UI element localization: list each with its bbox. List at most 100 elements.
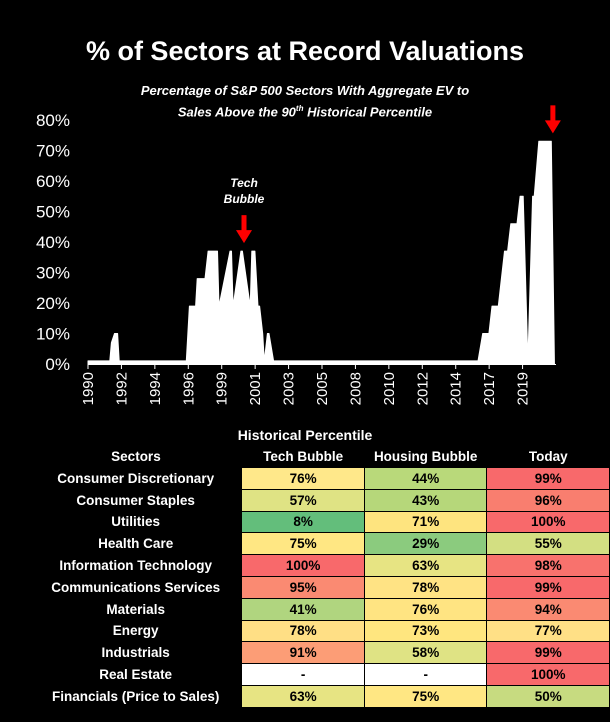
column-header-today: Today bbox=[528, 449, 568, 464]
x-tick-label: 2008 bbox=[347, 372, 364, 405]
housing-bubble-cell: 43% bbox=[363, 488, 488, 512]
today-cell: 100% bbox=[486, 663, 610, 686]
x-tick-label: 2005 bbox=[314, 372, 331, 405]
y-tick-label: 40% bbox=[36, 233, 70, 252]
tech-bubble-cell: 100% bbox=[241, 554, 365, 577]
tech-bubble-cell: 78% bbox=[241, 619, 365, 643]
sector-name: Utilities bbox=[111, 514, 161, 530]
y-tick-label: 0% bbox=[45, 355, 70, 374]
table-row: Communications Services 95% 78% 99% bbox=[30, 575, 610, 599]
sector-name: Real Estate bbox=[99, 667, 173, 683]
housing-bubble-cell: 63% bbox=[363, 554, 488, 577]
y-tick-label: 60% bbox=[36, 172, 70, 191]
area-series bbox=[87, 140, 555, 365]
x-tick-label: 2017 bbox=[481, 372, 498, 405]
table-header-row: Sectors Tech Bubble Housing Bubble Today bbox=[30, 446, 610, 468]
tech-bubble-cell: 41% bbox=[241, 597, 365, 621]
table-row: Financials (Price to Sales) 63% 75% 50% bbox=[30, 684, 610, 708]
y-tick-label: 30% bbox=[36, 264, 70, 283]
tech-bubble-cell: 75% bbox=[241, 532, 365, 556]
tech-bubble-cell: - bbox=[241, 663, 365, 686]
housing-bubble-cell: 76% bbox=[363, 597, 488, 621]
x-tick-label: 1996 bbox=[180, 372, 197, 405]
sector-name: Financials (Price to Sales) bbox=[52, 688, 220, 704]
y-tick-label: 80% bbox=[36, 111, 70, 130]
y-tick-label: 10% bbox=[36, 325, 70, 344]
x-tick-label: 2012 bbox=[414, 372, 431, 405]
subtitle-line1: Percentage of S&P 500 Sectors With Aggre… bbox=[140, 83, 470, 98]
table-row: Utilities 8% 71% 100% bbox=[30, 510, 610, 534]
housing-bubble-cell: 58% bbox=[363, 641, 488, 665]
subtitle-line2-pre: Sales Above the 90 bbox=[177, 104, 296, 120]
today-cell: 99% bbox=[486, 641, 610, 665]
housing-bubble-cell: - bbox=[363, 663, 488, 686]
table-row: Consumer Staples 57% 43% 96% bbox=[30, 488, 610, 512]
sector-name: Materials bbox=[106, 601, 165, 617]
x-tick-label: 1990 bbox=[80, 372, 97, 405]
today-cell: 55% bbox=[486, 532, 610, 556]
sector-name: Information Technology bbox=[59, 558, 213, 574]
today-cell: 77% bbox=[486, 619, 610, 643]
housing-bubble-cell: 71% bbox=[363, 510, 488, 534]
tech-bubble-cell: 8% bbox=[241, 510, 365, 534]
subtitle-superscript: th bbox=[295, 104, 304, 113]
x-tick-label: 2001 bbox=[247, 372, 264, 405]
table-body: Consumer Discretionary 76% 44% 99% Consumer … bbox=[30, 467, 610, 708]
table-title: Historical Percentile bbox=[237, 427, 373, 443]
table-row: Energy 78% 73% 77% bbox=[30, 619, 610, 643]
tech-bubble-cell: 57% bbox=[241, 488, 365, 512]
chart-subtitle: Percentage of S&P 500 Sectors With Aggre… bbox=[95, 82, 515, 121]
table-row: Real Estate - -100% bbox=[30, 663, 610, 686]
tech-bubble-cell: 91% bbox=[241, 641, 365, 665]
today-cell: 99% bbox=[486, 467, 610, 490]
table-row: Health Care 75% 29% 55% bbox=[30, 532, 610, 556]
housing-bubble-cell: 44% bbox=[363, 467, 488, 490]
housing-bubble-cell: 29% bbox=[363, 532, 488, 556]
x-tick-label: 1999 bbox=[214, 372, 231, 405]
column-header-tech-bubble: Tech Bubble bbox=[263, 449, 344, 464]
sector-name: Energy bbox=[112, 623, 159, 639]
housing-bubble-cell: 78% bbox=[363, 575, 488, 599]
today-cell: 96% bbox=[486, 488, 610, 512]
subtitle-line2-post: Historical Percentile bbox=[303, 104, 433, 120]
x-tick-label: 1992 bbox=[113, 372, 130, 405]
today-cell: 98% bbox=[486, 554, 610, 577]
today-cell: 100% bbox=[486, 510, 610, 534]
sector-name: Industrials bbox=[101, 645, 170, 661]
x-tick-label: 1994 bbox=[147, 372, 164, 405]
arrow-shaft bbox=[241, 215, 247, 232]
x-tick-label: 2010 bbox=[381, 372, 398, 405]
housing-bubble-cell: 75% bbox=[363, 684, 488, 708]
today-cell: 50% bbox=[486, 684, 610, 708]
sector-name: Health Care bbox=[98, 536, 174, 552]
area-chart: 0% 10% 20% 30% 40% 50% 60% 70% 80% 1990 1992 1994 19… bbox=[36, 105, 561, 405]
today-cell: 99% bbox=[486, 575, 610, 599]
arrow-down-icon bbox=[544, 120, 561, 134]
table-row: Information Technology 100% 63% 98% bbox=[30, 554, 610, 577]
annotation-label: Bubble bbox=[224, 192, 265, 206]
sector-name: Consumer Discretionary bbox=[57, 470, 215, 486]
y-tick-label: 70% bbox=[36, 142, 70, 161]
y-tick-label: 50% bbox=[36, 203, 70, 222]
table-row: Materials 41% 76% 94% bbox=[30, 597, 610, 621]
housing-bubble-cell: 73% bbox=[363, 619, 488, 643]
tech-bubble-cell: 95% bbox=[241, 575, 365, 599]
column-header-housing-bubble: Housing Bubble bbox=[373, 449, 478, 464]
column-header-sectors: Sectors bbox=[111, 449, 161, 465]
percentile-table: Sectors Tech Bubble Housing Bubble Today… bbox=[30, 446, 610, 708]
chart-title: % of Sectors at Record Valuations bbox=[85, 36, 525, 66]
sector-name: Consumer Staples bbox=[76, 492, 195, 508]
x-tick-label: 2019 bbox=[515, 372, 532, 405]
table-row: Industrials 91% 58% 99% bbox=[30, 641, 610, 665]
arrow-down-icon bbox=[236, 230, 252, 244]
today-cell: 94% bbox=[486, 597, 610, 621]
arrow-shaft bbox=[550, 105, 556, 122]
y-tick-label: 20% bbox=[36, 294, 70, 313]
sector-name: Communications Services bbox=[51, 579, 221, 595]
x-tick-label: 2003 bbox=[281, 372, 298, 405]
table-row: Consumer Discretionary 76% 44% 99% bbox=[30, 467, 610, 490]
tech-bubble-cell: 76% bbox=[241, 467, 365, 490]
x-tick-label: 2014 bbox=[448, 372, 465, 405]
tech-bubble-cell: 63% bbox=[241, 684, 365, 708]
annotation-label: Tech bbox=[230, 176, 258, 190]
